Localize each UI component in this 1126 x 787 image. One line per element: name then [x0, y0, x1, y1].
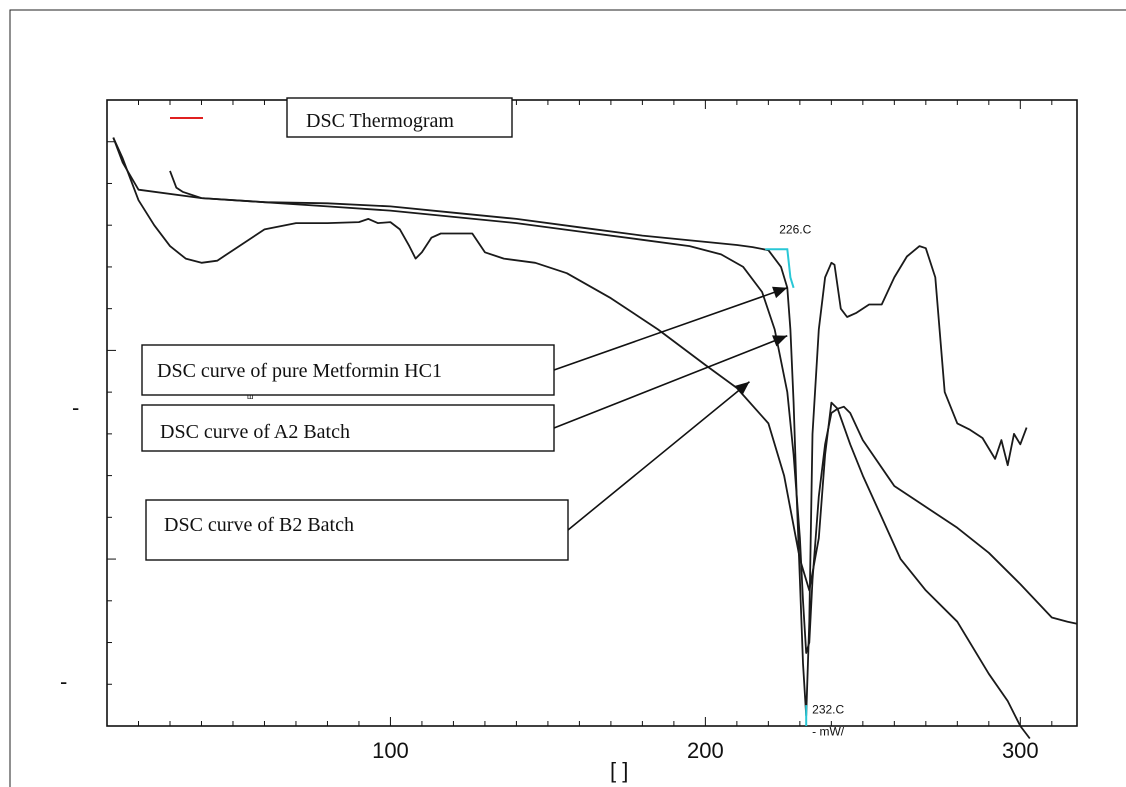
- series-line-2: [112, 137, 1078, 654]
- legend-label: DSC Thermogram: [306, 110, 454, 132]
- callout-arrow-head: [772, 286, 788, 299]
- onset-marker: [765, 248, 795, 289]
- callout-arrows: [553, 286, 788, 531]
- x-tick-label: 300: [1002, 738, 1039, 763]
- callout-arrow-line: [553, 335, 788, 429]
- series-line-1: [169, 170, 1028, 717]
- legend: DSC Thermogram: [170, 97, 513, 138]
- callout-box-frame: [141, 404, 555, 452]
- callout-box-a2: DSC curve of A2 Batch: [141, 404, 555, 452]
- legend-box: [286, 97, 513, 138]
- callout-arrow-head: [734, 381, 750, 396]
- onset-annotation: 226.C: [779, 223, 811, 237]
- y-tick-label: -: [60, 669, 67, 694]
- callout-arrow-head: [772, 335, 788, 347]
- callout-box-metformin: DSC curve of pure Metformin HC1: [141, 344, 555, 396]
- callout-label-b2: DSC curve of B2 Batch: [164, 514, 354, 536]
- callout-box-b2: DSC curve of B2 Batch: [145, 499, 569, 561]
- callout-label-metformin: DSC curve of pure Metformin HC1: [157, 360, 442, 382]
- outer-frame: [9, 9, 1126, 787]
- peak-annotation: 232.C: [812, 703, 844, 717]
- series-layer: [112, 137, 1078, 740]
- plot-frame: [106, 99, 1078, 727]
- marker-layer: [765, 248, 808, 726]
- stray-glyph: ш: [247, 392, 253, 401]
- callout-arrow-line: [553, 287, 788, 371]
- series-line-3: [112, 137, 1031, 740]
- unit-annotation: - mW/: [812, 724, 845, 738]
- y-tick-label: -: [72, 395, 79, 420]
- callout-arrow-line: [567, 381, 750, 531]
- x-axis-label: [ ]: [610, 758, 628, 783]
- callout-label-a2: DSC curve of A2 Batch: [160, 421, 350, 443]
- x-tick-label: 200: [687, 738, 724, 763]
- callout-box-frame: [145, 499, 569, 561]
- x-tick-label: 100: [372, 738, 409, 763]
